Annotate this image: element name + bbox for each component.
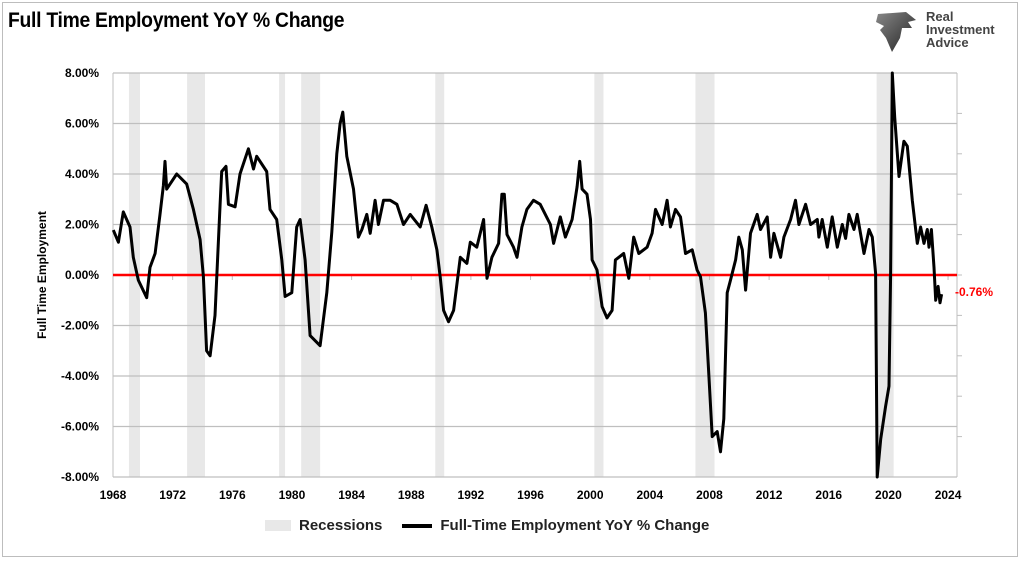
legend-swatch-series: [402, 523, 433, 528]
x-tick-label: 2012: [756, 488, 783, 502]
x-tick-label: 1984: [338, 488, 365, 502]
y-tick-label: 6.00%: [65, 117, 99, 131]
chart-title: Full Time Employment YoY % Change: [8, 9, 345, 32]
last-value-label: -0.76%: [955, 285, 993, 299]
x-tick-label: 2020: [875, 488, 902, 502]
x-tick-label: 1976: [219, 488, 246, 502]
legend-label-recessions: Recessions: [299, 517, 383, 534]
logo-text-line: Advice: [926, 35, 969, 50]
x-tick-label: 1980: [279, 488, 306, 502]
y-tick-label: -6.00%: [61, 420, 99, 434]
legend-label-series: Full-Time Employment YoY % Change: [440, 517, 710, 534]
series-line-full-time-employment: [111, 71, 944, 479]
y-tick-label: -4.00%: [61, 369, 99, 383]
legend: Recessions Full-Time Employment YoY % Ch…: [265, 517, 709, 534]
y-tick-labels: 8.00% 6.00% 4.00% 2.00% 0.00% -2.00% -4.00% -6.…: [61, 66, 99, 484]
y-tick-label: 2.00%: [65, 218, 99, 232]
logo-text-line: Investment: [926, 22, 995, 37]
x-tick-label: 1996: [517, 488, 544, 502]
x-tick-label: 2008: [696, 488, 723, 502]
x-tick-label: 2024: [935, 488, 962, 502]
x-tick-label: 1968: [100, 488, 127, 502]
x-tick-label: 1972: [159, 488, 186, 502]
eagle-logo-icon: [876, 12, 916, 52]
logo: Real Investment Advice: [872, 8, 1012, 56]
x-tick-label: 2000: [577, 488, 604, 502]
y-tick-label: 8.00%: [65, 66, 99, 80]
x-tick-label: 2004: [636, 488, 663, 502]
x-tick-label: 1992: [458, 488, 485, 502]
x-tick-label: 1988: [398, 488, 425, 502]
legend-swatch-recessions: [265, 520, 291, 531]
y-tick-label: 0.00%: [65, 268, 99, 282]
logo-text-line: Real: [926, 9, 954, 24]
x-tick-label: 2016: [815, 488, 842, 502]
y-tick-label: -2.00%: [61, 319, 99, 333]
y-tick-label: -8.00%: [61, 470, 99, 484]
y-tick-label: 4.00%: [65, 167, 99, 181]
y-axis-label: Full Time Employment: [35, 211, 49, 339]
logo-text: Real Investment Advice: [926, 10, 995, 49]
x-tick-labels: 1968 1972 1976 1980 1984 1988 1992 1996 2000 2004…: [100, 488, 962, 502]
